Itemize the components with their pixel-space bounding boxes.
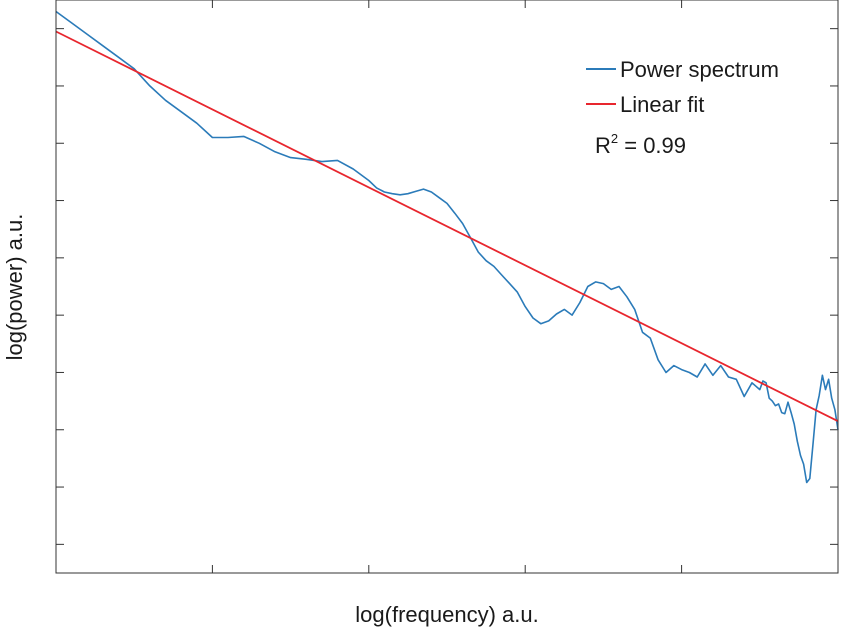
series-lines [55,10,839,484]
series-line-linear-fit [55,30,839,423]
axis-ticks [56,0,838,573]
x-axis-label: log(frequency) a.u. [355,602,538,627]
legend: Power spectrum Linear fit [586,57,779,117]
plot-frame [55,0,839,574]
legend-label-power-spectrum: Power spectrum [620,57,779,82]
r-squared-annotation: R2 = 0.99 [595,131,686,158]
plot-background [56,0,838,573]
y-axis-label: log(power) a.u. [2,214,27,361]
legend-label-linear-fit: Linear fit [620,92,704,117]
